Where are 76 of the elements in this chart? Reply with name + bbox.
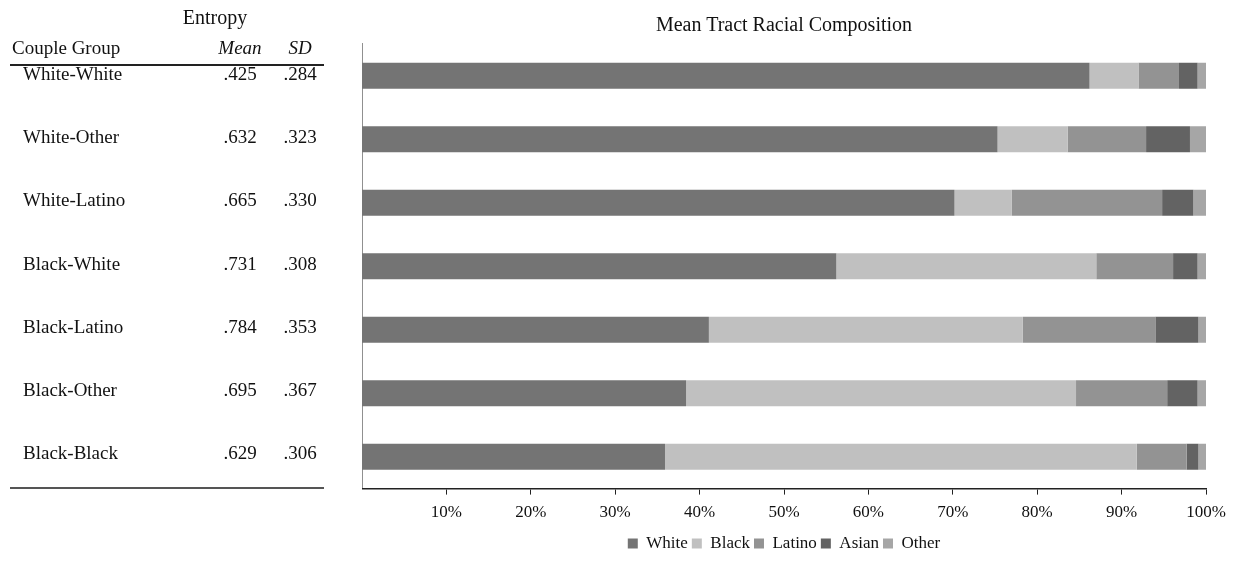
- chart-title: Mean Tract Racial Composition: [655, 13, 913, 37]
- data-label: .629: [222, 442, 258, 465]
- bar: [1186, 443, 1199, 470]
- x-tick-label: 50%: [768, 502, 800, 522]
- data-label: .665: [222, 189, 258, 212]
- legend-label: Latino: [772, 532, 817, 552]
- data-label: .632: [222, 126, 258, 149]
- bar: [1178, 62, 1198, 89]
- x-tick-label: 20%: [515, 502, 547, 522]
- bar: [1022, 316, 1156, 343]
- bar: [362, 189, 955, 216]
- text: Couple Group: [12, 37, 121, 59]
- legend-label: Black: [710, 532, 751, 552]
- text: SD: [287, 37, 313, 59]
- bar: [362, 62, 1090, 89]
- bar: [1197, 380, 1206, 407]
- data-label: .306: [282, 442, 318, 465]
- bar: [686, 380, 1077, 407]
- data-label: .695: [222, 379, 258, 401]
- bar: [1146, 126, 1190, 153]
- category-label: White-White: [23, 63, 123, 85]
- bar: [954, 189, 1012, 216]
- bar: [1089, 62, 1139, 89]
- bar: [1198, 316, 1206, 343]
- x-tick-label: 100%: [1186, 502, 1226, 522]
- x-tick-label: 10%: [430, 502, 462, 522]
- data-label: .784: [222, 315, 258, 338]
- legend-label: Other: [901, 532, 941, 552]
- bar: [362, 380, 687, 407]
- legend-label: Asian: [839, 532, 880, 552]
- bar: [1189, 126, 1206, 153]
- bar: [1067, 126, 1147, 153]
- category-label: Black-White: [23, 252, 121, 275]
- data-label: .284: [282, 63, 318, 85]
- x-tick-label: 90%: [1106, 502, 1138, 522]
- bar: [1197, 62, 1206, 89]
- bar: [836, 253, 1097, 280]
- bar: [362, 253, 837, 280]
- category-label: White-Latino: [23, 189, 126, 212]
- bar: [1076, 380, 1168, 407]
- data-label: .323: [282, 126, 318, 149]
- text: Mean: [217, 37, 263, 59]
- x-tick-label: 40%: [684, 502, 716, 522]
- bar: [708, 316, 1023, 343]
- bar: [1096, 253, 1174, 280]
- data-label: .731: [222, 252, 258, 275]
- data-label: .330: [282, 189, 318, 212]
- bar: [362, 443, 665, 470]
- bar: [665, 443, 1137, 470]
- bar: [362, 316, 709, 343]
- x-tick-label: 70%: [937, 502, 969, 522]
- data-label: .353: [282, 315, 318, 338]
- bar: [997, 126, 1068, 153]
- data-label: .308: [282, 252, 318, 275]
- bar: [1193, 189, 1206, 216]
- bar: [1167, 380, 1198, 407]
- category-label: Black-Latino: [23, 315, 124, 338]
- category-label: Black-Other: [23, 379, 117, 401]
- x-tick-label: 80%: [1021, 502, 1053, 522]
- bar: [1011, 189, 1163, 216]
- bar: [1136, 443, 1187, 470]
- data-label: .367: [282, 379, 318, 401]
- data-label: .425: [222, 63, 258, 85]
- bar: [1197, 253, 1206, 280]
- x-tick-label: 30%: [599, 502, 631, 522]
- bar: [1138, 62, 1179, 89]
- category-label: White-Other: [23, 126, 120, 149]
- bar: [1198, 443, 1206, 470]
- category-label: Black-Black: [23, 442, 118, 465]
- x-tick-label: 60%: [852, 502, 884, 522]
- bar: [1162, 189, 1194, 216]
- bar: [1155, 316, 1199, 343]
- legend-label: White: [646, 532, 688, 552]
- bar: [362, 126, 998, 153]
- bar: [1173, 253, 1198, 280]
- text: Entropy: [181, 6, 249, 29]
